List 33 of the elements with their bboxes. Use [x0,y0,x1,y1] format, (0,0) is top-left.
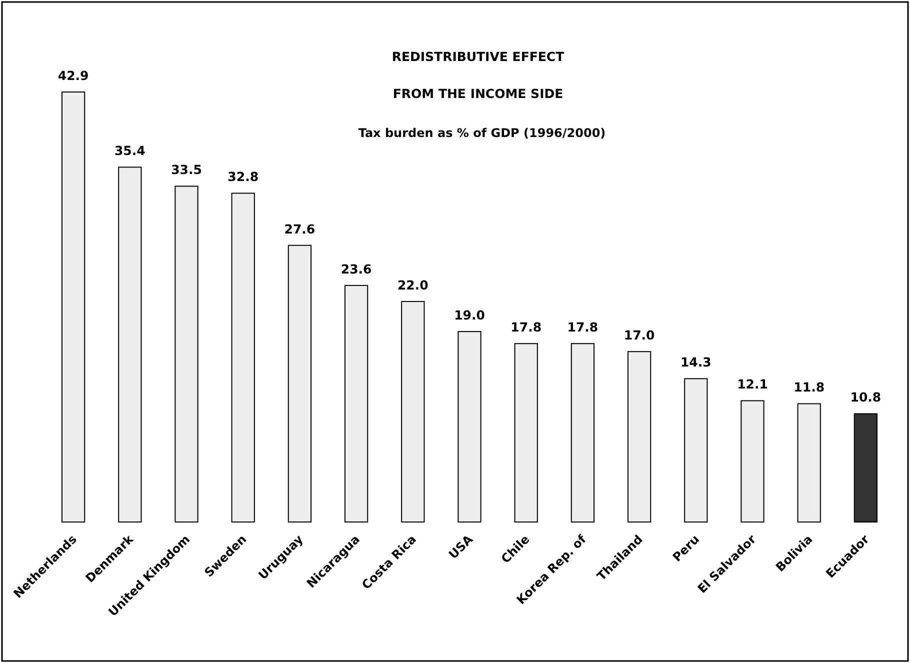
data-label: 14.3 [680,354,712,370]
bar [854,413,878,522]
bar [684,378,708,522]
bar [458,331,482,522]
data-label: 23.6 [340,261,372,276]
data-label: 27.6 [284,221,316,236]
bar [288,244,312,522]
bar [118,166,142,522]
bar [61,92,86,522]
data-label: 12.1 [737,376,768,392]
data-label: 19.0 [454,308,486,323]
data-label: 17.8 [510,320,542,335]
bar [797,403,821,522]
data-label: 32.8 [228,169,259,184]
bar [174,186,198,522]
data-label: 42.9 [58,68,89,83]
bar [514,343,538,522]
data-label: 33.5 [171,162,202,178]
bar [740,400,764,522]
bar [627,351,652,522]
data-label: 17.0 [624,328,656,343]
data-label: 17.8 [567,320,598,335]
bar [231,192,255,522]
chart-subtitle: FROM THE INCOME SIDE [392,86,564,101]
annotation: Tax burden as % of GDP (1996/2000) [358,126,606,140]
data-label: 11.8 [794,380,825,395]
bar [570,343,595,522]
bar [401,300,425,522]
bar [344,284,368,522]
chart-title: REDISTRIBUTIVE EFFECT [392,49,565,64]
data-label: 10.8 [850,390,882,405]
data-label: 35.4 [114,143,146,158]
data-label: 22.0 [397,277,429,292]
